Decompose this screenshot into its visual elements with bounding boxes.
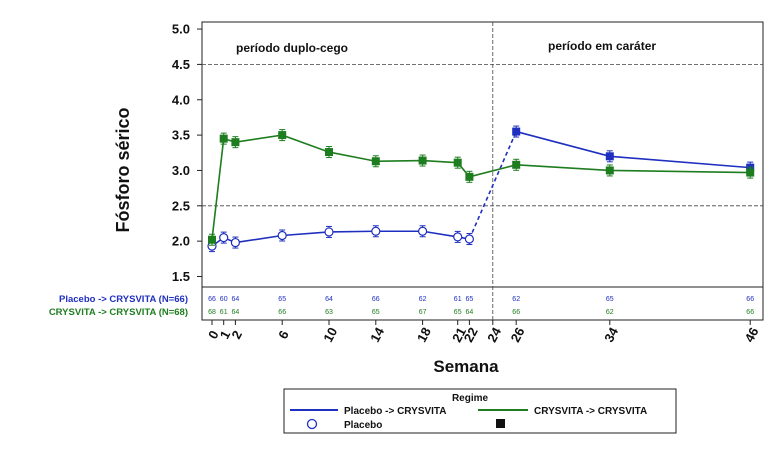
annotation-open-label: período em caráter bbox=[548, 39, 656, 53]
legend-open-circle-marker bbox=[306, 418, 318, 430]
series-0-line-open bbox=[515, 130, 751, 169]
n-row-label-1: CRYSVITA -> CRYSVITA (N=68) bbox=[49, 307, 188, 318]
x-tick-label-6: 18 bbox=[414, 325, 434, 345]
series-0-point-6 bbox=[418, 226, 428, 236]
n-row-label-0: Placebo -> CRYSVITA (N=66) bbox=[59, 294, 188, 305]
n-row-1-value-5: 65 bbox=[372, 309, 380, 316]
series-0-point-4 bbox=[324, 227, 334, 237]
series-0-point-1 bbox=[219, 233, 229, 243]
y-tick-label-0: 1.5 bbox=[172, 269, 190, 284]
n-row-0-value-7: 61 bbox=[454, 296, 462, 303]
series-1-point-11 bbox=[746, 168, 755, 177]
n-row-1-value-10: 62 bbox=[606, 309, 614, 316]
legend-box bbox=[283, 388, 677, 434]
n-row-1-value-2: 64 bbox=[232, 309, 240, 316]
n-row-1-value-11: 66 bbox=[746, 309, 754, 316]
series-0-point-7 bbox=[453, 232, 463, 242]
series-1-point-5 bbox=[371, 157, 380, 166]
legend-title: Regime bbox=[452, 393, 489, 404]
legend-label-placebo: Placebo bbox=[344, 420, 382, 431]
series-1-point-10 bbox=[605, 166, 614, 175]
x-axis-label: Semana bbox=[433, 357, 499, 376]
x-tick-label-12: 46 bbox=[742, 325, 762, 345]
x-tick-label-5: 14 bbox=[367, 324, 387, 344]
series-1-line-blind bbox=[211, 134, 471, 240]
series-0-point-8 bbox=[464, 234, 474, 244]
series-0-point-10 bbox=[605, 152, 614, 161]
n-row-0-value-4: 64 bbox=[325, 296, 333, 303]
series-1-point-1 bbox=[219, 134, 228, 143]
series-0-line-switch bbox=[468, 131, 517, 240]
series-1-point-3 bbox=[278, 131, 287, 140]
x-tick-label-4: 10 bbox=[320, 325, 340, 345]
annotation-double-blind: período duplo-cego bbox=[236, 41, 348, 55]
n-row-1-value-9: 66 bbox=[512, 309, 520, 316]
series-0-line-blind bbox=[211, 230, 470, 247]
n-row-0-value-6: 62 bbox=[419, 296, 427, 303]
n-row-1-value-1: 61 bbox=[220, 309, 228, 316]
n-row-1-value-7: 65 bbox=[454, 309, 462, 316]
series-1-point-9 bbox=[512, 160, 521, 169]
n-row-1-value-6: 67 bbox=[419, 309, 427, 316]
y-tick-label-4: 3.5 bbox=[172, 128, 190, 143]
y-tick-label-3: 3.0 bbox=[172, 163, 190, 178]
x-tick-label-3: 6 bbox=[275, 328, 292, 341]
series-0-point-3 bbox=[277, 230, 287, 241]
series-0-point-9 bbox=[512, 127, 521, 136]
series-1-point-8 bbox=[465, 172, 474, 181]
x-tick-label-7: 21 bbox=[449, 325, 469, 345]
x-tick-label-9: 24 bbox=[484, 324, 504, 344]
y-tick-label-5: 4.0 bbox=[172, 92, 190, 107]
series-1-point-4 bbox=[325, 148, 333, 157]
y-tick-label-2: 2.5 bbox=[172, 198, 190, 213]
n-row-1-value-4: 63 bbox=[325, 309, 333, 316]
n-row-0-value-5: 66 bbox=[372, 296, 380, 303]
n-row-0-value-9: 62 bbox=[512, 296, 520, 303]
series-1-point-2 bbox=[231, 138, 240, 147]
n-row-0-value-0: 66 bbox=[208, 296, 216, 303]
series-0-point-5 bbox=[371, 226, 381, 236]
series-1-line-switch bbox=[469, 164, 517, 178]
plot-frame bbox=[201, 21, 764, 321]
series-0-point-2 bbox=[230, 237, 240, 248]
x-tick-label-10: 26 bbox=[508, 325, 528, 345]
legend-label-placebo-crysvita: Placebo -> CRYSVITA bbox=[344, 406, 447, 417]
n-row-0-value-2: 64 bbox=[232, 296, 240, 303]
y-tick-label-1: 2.0 bbox=[172, 234, 190, 249]
series-1-point-0 bbox=[208, 235, 216, 244]
y-axis-label: Fósforo sérico bbox=[113, 107, 133, 232]
y-tick-label-7: 5.0 bbox=[172, 22, 190, 37]
n-row-1-value-8: 64 bbox=[466, 309, 474, 316]
series-1-point-6 bbox=[418, 156, 427, 165]
x-tick-label-8: 22 bbox=[461, 325, 481, 345]
x-tick-label-11: 34 bbox=[601, 324, 621, 344]
y-tick-label-6: 4.5 bbox=[172, 57, 190, 72]
legend-label-crysvita-crysvita: CRYSVITA -> CRYSVITA bbox=[534, 406, 647, 417]
legend-filled-square-marker bbox=[496, 419, 505, 428]
n-row-1-value-0: 68 bbox=[208, 309, 216, 316]
series-1-point-7 bbox=[453, 158, 462, 167]
n-row-0-value-11: 66 bbox=[746, 296, 754, 303]
series-1-line-open bbox=[516, 163, 751, 174]
n-row-0-value-8: 65 bbox=[466, 296, 474, 303]
n-row-0-value-1: 60 bbox=[220, 296, 228, 303]
n-row-1-value-3: 66 bbox=[278, 309, 286, 316]
n-row-0-value-3: 65 bbox=[278, 296, 286, 303]
legend: Regime Placebo -> CRYSVITA CRYSVITA -> C… bbox=[283, 388, 677, 434]
n-row-0-value-10: 65 bbox=[606, 296, 614, 303]
